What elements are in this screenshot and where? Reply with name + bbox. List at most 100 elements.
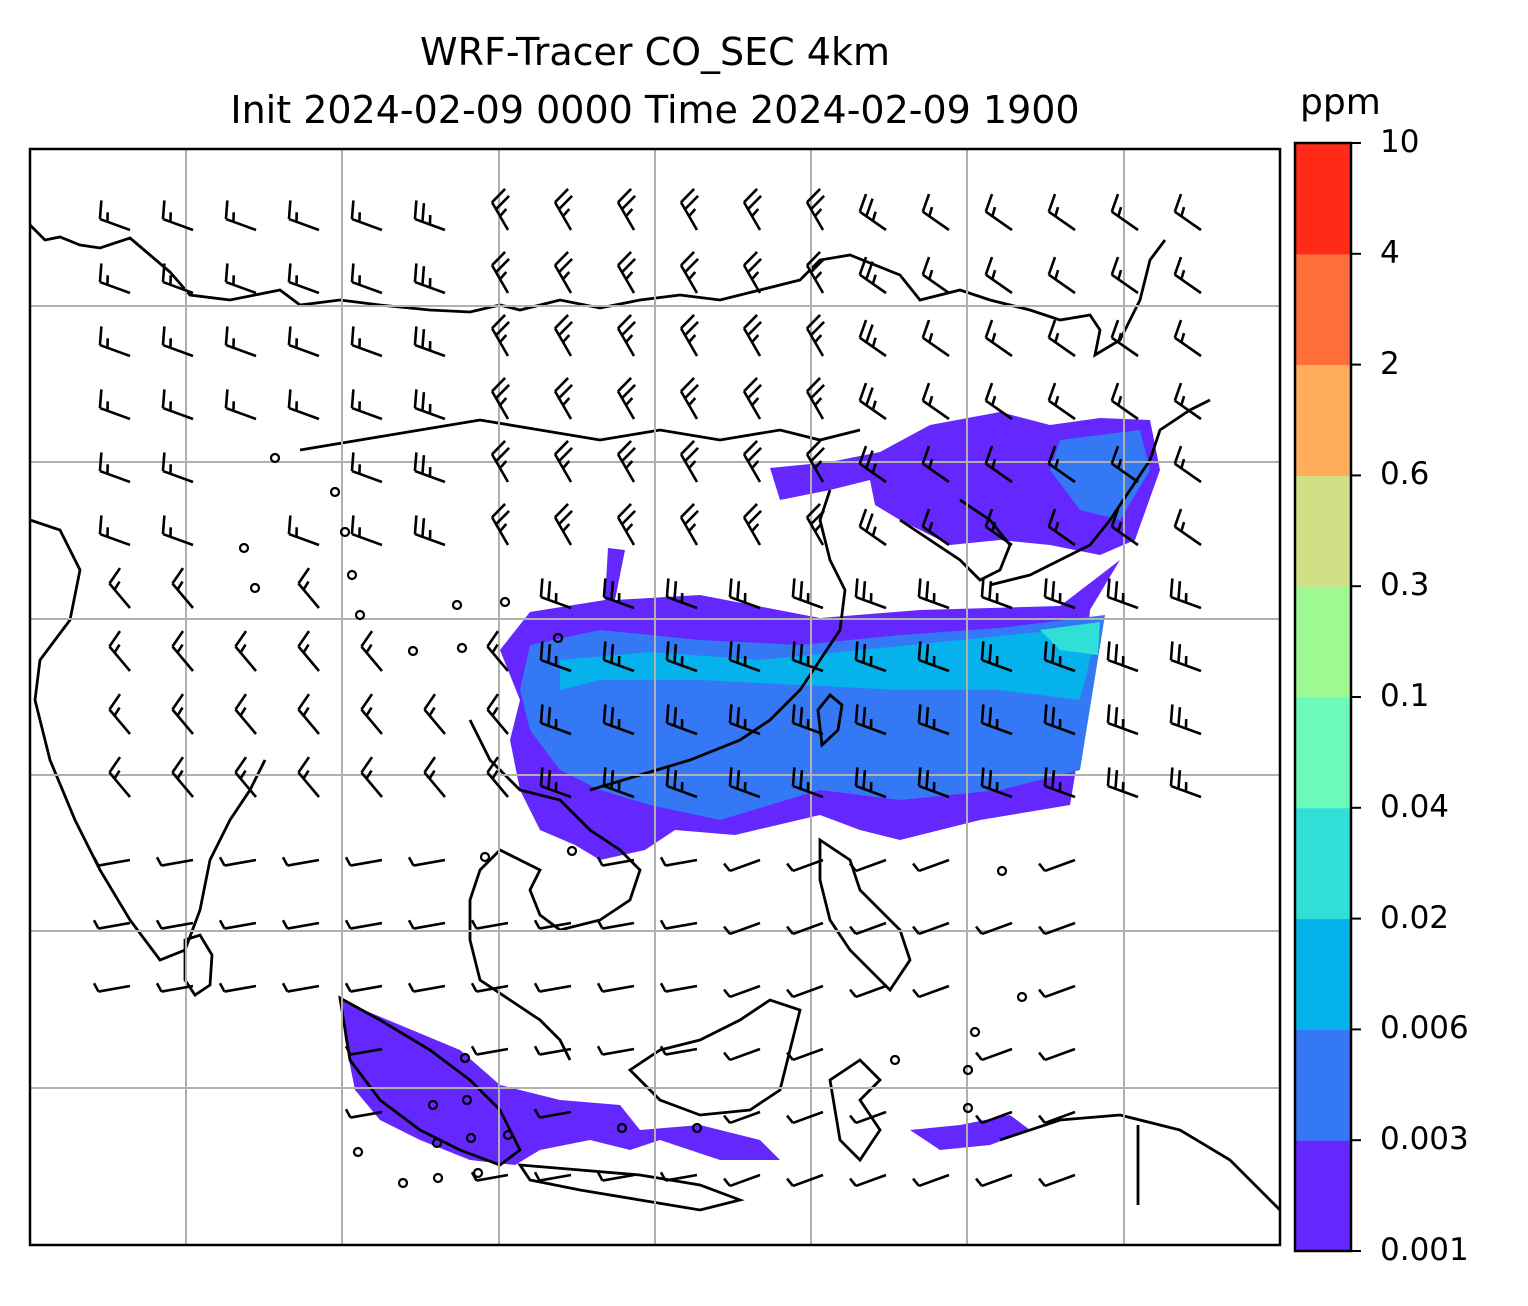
wind-barb [679, 251, 700, 294]
colorbar-segment [1295, 918, 1351, 1030]
colorbar-segment [1295, 697, 1351, 809]
wind-barb [728, 704, 761, 736]
chart-title-line2: Init 2024-02-09 0000 Time 2024-02-09 190… [230, 88, 1080, 132]
wind-barb [407, 856, 446, 867]
colorbar-segment [1295, 364, 1351, 476]
wind-barb [786, 1047, 824, 1062]
wind-barb [171, 567, 194, 609]
wind-barb [805, 251, 826, 294]
wind-barb [975, 921, 1013, 936]
wind-barb [1047, 382, 1076, 421]
colorbar-tick-label: 0.006 [1380, 1010, 1469, 1047]
wind-barb [490, 188, 511, 231]
calm-wind-marker [459, 1052, 471, 1064]
wind-barb [490, 251, 511, 294]
wind-barb [679, 377, 700, 420]
wind-barb [1043, 641, 1076, 673]
calm-wind-marker [616, 1122, 628, 1134]
wind-barb [984, 193, 1013, 232]
wind-barb [155, 856, 194, 867]
wind-barb [344, 1108, 383, 1119]
wind-barb [1169, 641, 1202, 673]
chart-title-line1: WRF-Tracer CO_SEC 4km [420, 30, 890, 74]
wind-barb [533, 1045, 572, 1056]
wind-barb [980, 704, 1013, 736]
wind-barb [742, 440, 763, 483]
wind-barb [423, 693, 446, 735]
wind-barb [218, 856, 257, 867]
wind-barb [1038, 1110, 1076, 1125]
wind-barb [350, 452, 383, 484]
wind-barb [98, 452, 131, 484]
wind-barb [917, 704, 950, 736]
colorbar [1295, 142, 1361, 1252]
wind-barb [1173, 382, 1202, 421]
colorbar-tick-label: 2 [1380, 345, 1400, 382]
wind-barb [921, 193, 950, 232]
wind-barb [490, 314, 511, 357]
coast-java [517, 1163, 745, 1212]
wind-barb [984, 382, 1013, 421]
wind-barb [791, 704, 824, 736]
wind-barb [1038, 1173, 1076, 1188]
calm-wind-marker [969, 1026, 981, 1038]
coast-indochina [468, 719, 642, 1061]
wind-barb [92, 856, 131, 867]
wind-barb [791, 641, 824, 673]
colorbar-tick-label: 0.6 [1380, 456, 1430, 493]
wind-barb [805, 314, 826, 357]
wind-barb [161, 452, 194, 484]
wind-barb [1106, 578, 1139, 610]
wind-barb [975, 1047, 1013, 1062]
wind-barb [786, 984, 824, 999]
wind-barb [596, 1045, 635, 1056]
coast-asia-north [30, 224, 1167, 358]
wind-barb [533, 982, 572, 993]
wind-barb [616, 314, 637, 357]
wind-barb [723, 921, 761, 936]
wind-barb [912, 1173, 950, 1188]
wind-barb [344, 856, 383, 867]
calm-wind-marker [352, 1146, 364, 1158]
colorbar-tick-label: 0.02 [1380, 899, 1450, 936]
wind-barb [1047, 508, 1076, 547]
wind-barb [490, 440, 511, 483]
wind-barb [849, 921, 887, 936]
wind-barb [805, 188, 826, 231]
calm-wind-marker [407, 645, 419, 657]
calm-wind-marker [249, 582, 261, 594]
wind-barb [281, 856, 320, 867]
wind-barb [616, 503, 637, 546]
wind-barb [224, 389, 257, 421]
calm-wind-marker [427, 1099, 439, 1111]
wind-barb [728, 767, 761, 799]
coast-taiwan [816, 693, 844, 748]
wind-barb [344, 1045, 383, 1056]
wind-barb [553, 377, 574, 420]
wind-barb [1038, 984, 1076, 999]
colorbar-segment [1295, 1140, 1351, 1252]
wind-barb [350, 326, 383, 358]
wind-barb [858, 508, 887, 547]
wind-barb [602, 767, 635, 799]
wind-barb [858, 445, 887, 484]
calm-wind-marker [451, 599, 463, 611]
wind-barb [791, 578, 824, 610]
wind-barb [921, 508, 950, 547]
coast-sumatra [338, 995, 522, 1167]
coast-china-inland [299, 418, 861, 452]
wind-barb [723, 984, 761, 999]
wind-barb [539, 704, 572, 736]
wind-barb [1047, 193, 1076, 232]
wind-barb [161, 200, 194, 232]
wind-barb [912, 984, 950, 999]
wind-barb [553, 188, 574, 231]
wind-barb [723, 1110, 761, 1125]
wind-barb [108, 630, 131, 672]
wind-barb [360, 756, 383, 798]
wind-barb [92, 982, 131, 993]
wind-barb [92, 919, 131, 930]
wind-barb [858, 319, 887, 358]
wind-barb [786, 858, 824, 873]
tracer-band-peak [1040, 622, 1100, 655]
